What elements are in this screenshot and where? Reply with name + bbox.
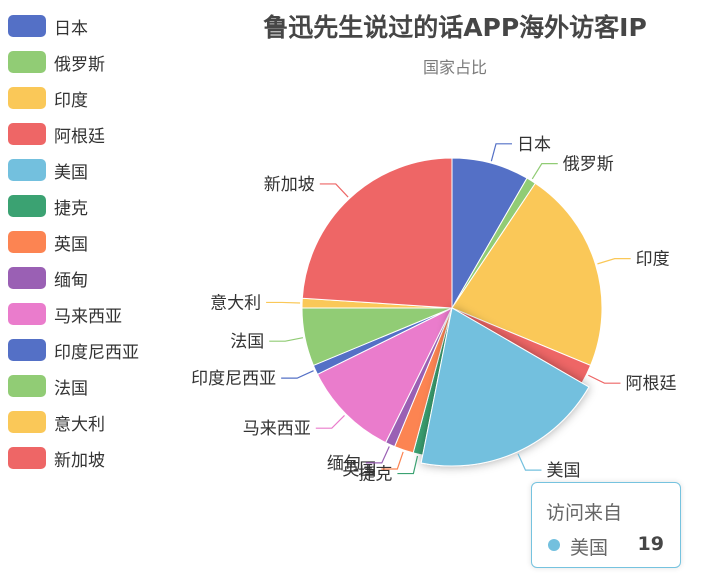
legend-item[interactable]: 印度尼西亚 [8,332,139,368]
label-leader-line [269,337,304,342]
legend-item[interactable]: 阿根廷 [8,116,139,152]
legend-swatch [8,375,46,397]
label-leader-line [397,455,419,475]
slice-label: 新加坡 [264,175,315,195]
legend-label: 英国 [54,234,88,255]
legend-label: 阿根廷 [54,126,105,147]
pie-slice[interactable] [420,307,590,467]
legend-swatch [8,159,46,181]
legend-swatch [8,195,46,217]
label-leader-line [531,163,558,180]
label-leader-line [365,446,390,464]
pie-slice[interactable] [316,306,454,444]
tooltip-series-name: 美国 [570,537,609,559]
legend-label: 日本 [54,18,88,39]
slice-label: 俄罗斯 [563,155,614,175]
label-leader-line [490,143,512,162]
legend-item[interactable]: 英国 [8,224,139,260]
legend-swatch [8,15,46,37]
legend-swatch [8,123,46,145]
legend-label: 印度 [54,90,88,111]
chart-legend: 日本俄罗斯印度阿根廷美国捷克英国缅甸马来西亚印度尼西亚法国意大利新加坡 [8,8,139,476]
legend-item[interactable]: 美国 [8,152,139,188]
legend-item[interactable]: 新加坡 [8,440,139,476]
tooltip-series-dot [548,539,560,551]
tooltip: 访问来自 美国 19 [531,482,681,568]
label-leader-line [588,374,621,384]
slice-label: 美国 [546,461,580,481]
tooltip-series-value: 19 [637,533,664,555]
legend-label: 印度尼西亚 [54,342,139,363]
legend-item[interactable]: 马来西亚 [8,296,139,332]
label-leader-line [315,415,345,429]
legend-swatch [8,339,46,361]
slice-label: 英国 [342,460,376,480]
label-leader-line [381,451,404,470]
chart-title: 鲁迅先生说过的话APP海外访客IP [263,13,647,42]
legend-item[interactable]: 日本 [8,8,139,44]
label-leader-line [319,183,349,198]
legend-label: 美国 [54,162,88,183]
label-leader-line [517,453,542,471]
legend-swatch [8,51,46,73]
legend-item[interactable]: 印度 [8,80,139,116]
legend-label: 法国 [54,378,88,399]
slice-label: 缅甸 [327,454,361,474]
legend-label: 马来西亚 [54,306,122,327]
legend-swatch [8,267,46,289]
slice-label: 印度尼西亚 [191,369,276,389]
legend-item[interactable]: 缅甸 [8,260,139,296]
tooltip-title: 访问来自 [546,502,623,524]
chart-subtitle: 国家占比 [422,58,487,77]
legend-label: 意大利 [54,414,105,435]
pie-slice[interactable] [301,157,453,309]
slice-label: 意大利 [210,293,261,313]
slice-label: 阿根廷 [625,374,676,394]
slice-label: 马来西亚 [243,419,311,439]
label-leader-line [281,370,314,379]
legend-label: 缅甸 [54,270,88,291]
legend-item[interactable]: 法国 [8,368,139,404]
pie-slice[interactable] [451,182,603,367]
slice-label: 日本 [517,135,551,155]
legend-label: 捷克 [54,198,88,219]
slice-label: 印度 [636,250,670,270]
legend-swatch [8,411,46,433]
legend-label: 俄罗斯 [54,54,105,75]
legend-label: 新加坡 [54,450,105,471]
legend-swatch [8,87,46,109]
legend-swatch [8,231,46,253]
legend-item[interactable]: 捷克 [8,188,139,224]
legend-item[interactable]: 意大利 [8,404,139,440]
label-leader-line [266,301,301,304]
slice-label: 法国 [230,332,264,352]
legend-swatch [8,447,46,469]
legend-item[interactable]: 俄罗斯 [8,44,139,80]
label-leader-line [597,258,631,265]
legend-swatch [8,303,46,325]
